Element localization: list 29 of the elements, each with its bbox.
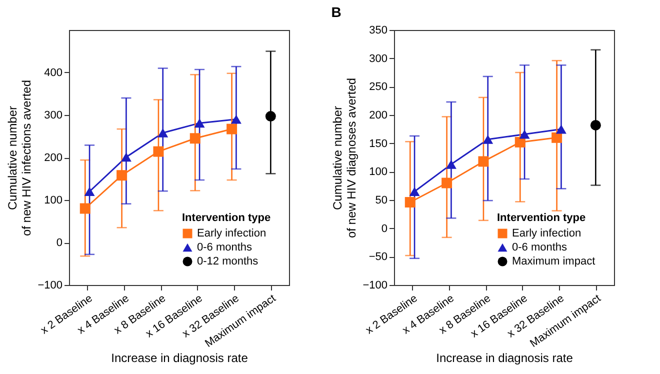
legend-label: 0-6 months (197, 242, 253, 254)
y-tick-label: 0 (56, 237, 62, 249)
y-tick-label: −100 (38, 280, 62, 292)
y-tick-label: 350 (369, 24, 388, 36)
chart-title: B (331, 4, 342, 20)
legend-label: Early infection (197, 228, 266, 240)
legend-label: Early infection (512, 228, 582, 240)
y-tick-label: 100 (44, 194, 62, 206)
y-tick-label: 150 (369, 138, 388, 150)
y-tick-label: 200 (369, 110, 388, 122)
x-axis-title: Increase in diagnosis rate (436, 351, 574, 366)
legend-label: Maximum impact (512, 256, 596, 268)
y-tick-label: −50 (368, 251, 388, 264)
y-tick-label: 50 (375, 194, 388, 206)
y-tick-label: 250 (369, 81, 388, 94)
legend-title: Intervention type (182, 212, 271, 224)
y-tick-label: 0 (381, 222, 388, 235)
y-axis-title: Cumulative number of new HIV infections averted (6, 80, 34, 236)
x-axis-title: Increase in diagnosis rate (111, 351, 248, 366)
y-axis-title: Cumulative number of new HIV diagnoses averted (330, 78, 359, 238)
y-tick-label: 100 (369, 166, 388, 178)
legend-label: 0-12 months (197, 256, 259, 268)
y-tick-label: 300 (369, 52, 388, 65)
y-tick-label: 400 (44, 67, 62, 79)
legend-title: Intervention type (497, 212, 586, 224)
legend-label: 0-6 months (512, 242, 568, 254)
y-tick-label: 300 (44, 110, 62, 122)
y-tick-label: 200 (44, 152, 62, 164)
y-tick-label: −100 (362, 280, 388, 292)
